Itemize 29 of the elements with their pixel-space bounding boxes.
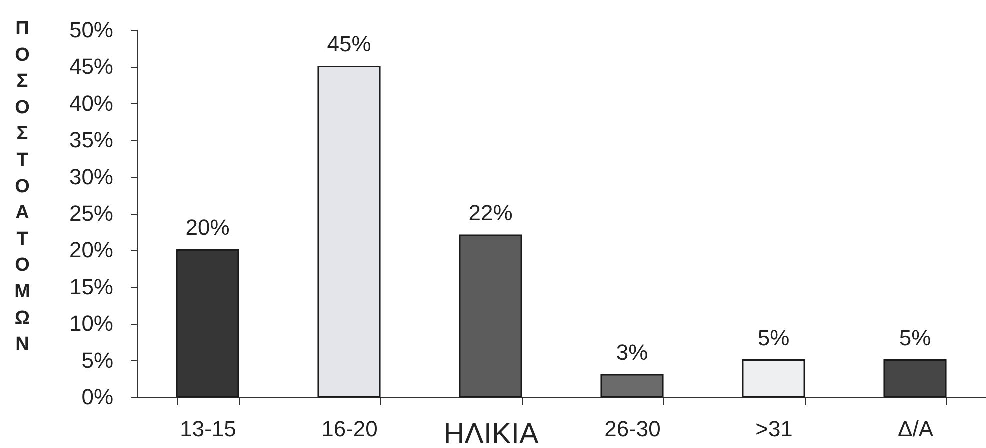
bar xyxy=(742,360,806,398)
y-tick-label: 0% xyxy=(82,384,114,410)
y-tick-label: 5% xyxy=(82,348,114,373)
y-tick-label: 15% xyxy=(69,274,114,300)
y-tick-label: 10% xyxy=(69,311,114,336)
text: ΠΟΣΟΣΤΟ ΑΤΟΜΩΝ xyxy=(14,18,30,356)
data-label: 5% xyxy=(758,325,790,350)
x-axis-title: ΗΛΙΚΙΑ xyxy=(444,418,540,448)
bar xyxy=(318,66,381,398)
data-label: 3% xyxy=(616,340,648,365)
y-tick-label: 40% xyxy=(69,90,114,116)
bar xyxy=(459,234,522,398)
x-tick-label: 13-15 xyxy=(180,416,236,442)
data-label: 5% xyxy=(899,325,932,350)
x-tick-label: >31 xyxy=(756,416,793,442)
data-label: 20% xyxy=(186,215,230,240)
x-tick-label: 16-20 xyxy=(322,416,378,442)
bar xyxy=(884,360,947,398)
y-tick-label: 35% xyxy=(69,128,114,153)
y-tick-label: 20% xyxy=(69,238,114,263)
y-tick-label: 25% xyxy=(69,201,114,226)
x-tick-label: 26-30 xyxy=(604,416,661,442)
y-tick-label: 50% xyxy=(69,18,114,42)
bar xyxy=(600,374,664,398)
y-tick-label: 45% xyxy=(69,54,114,80)
x-tick-label: Δ/Α xyxy=(898,416,934,442)
y-tick-label: 30% xyxy=(69,164,114,190)
data-label: 22% xyxy=(468,200,513,226)
data-label: 45% xyxy=(327,32,372,57)
